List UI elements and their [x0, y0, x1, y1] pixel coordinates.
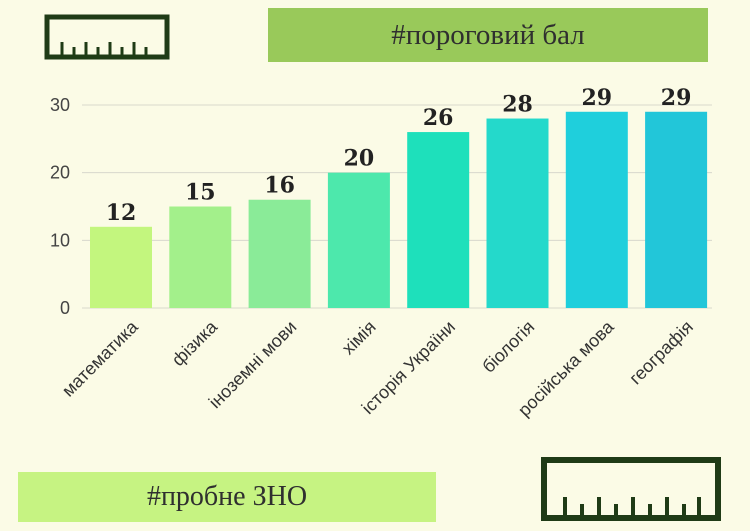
y-tick-label: 0 [60, 298, 70, 318]
bar [565, 111, 628, 309]
bar [486, 118, 549, 309]
data-label: 15 [185, 180, 216, 206]
y-tick-label: 10 [50, 230, 70, 250]
data-label: 26 [423, 105, 454, 131]
data-label: 29 [581, 85, 612, 111]
trial-exam-banner: #пробне ЗНО [18, 472, 436, 522]
data-label: 12 [106, 200, 137, 226]
x-tick-label: біологія [478, 317, 538, 377]
threshold-score-banner: #пороговий бал [268, 8, 708, 62]
data-label: 28 [502, 92, 533, 118]
bar [169, 206, 232, 308]
x-tick-label: математика [58, 316, 143, 401]
ruler-icon [44, 14, 170, 60]
x-tick-label: хімія [338, 317, 380, 359]
y-tick-label: 20 [50, 163, 70, 183]
y-tick-label: 30 [50, 95, 70, 115]
x-tick-label: географія [625, 317, 697, 389]
bar [248, 199, 311, 308]
bar [645, 111, 708, 309]
bar [90, 226, 152, 308]
data-label: 16 [264, 173, 295, 199]
data-label: 20 [344, 146, 375, 172]
bar [327, 172, 390, 308]
data-label: 29 [661, 85, 692, 111]
x-tick-label: фізика [168, 316, 222, 370]
bar [407, 132, 470, 308]
ruler-icon [541, 457, 721, 521]
